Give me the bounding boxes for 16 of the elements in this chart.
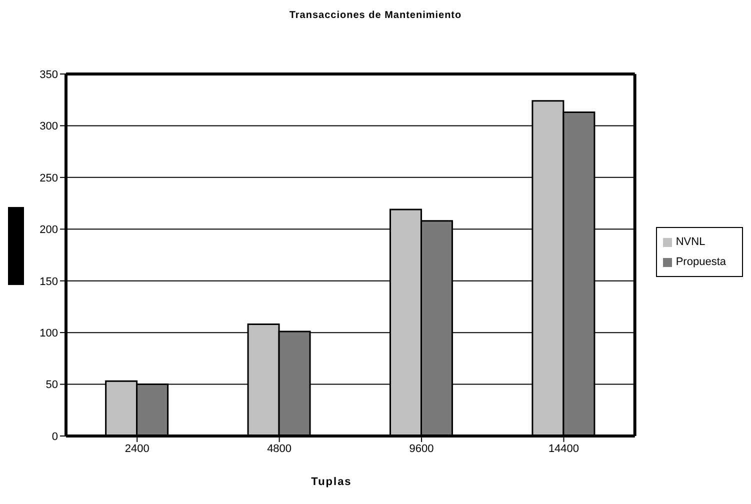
y-tick-label: 0 [52,430,58,443]
y-tick-label: 150 [40,276,58,288]
x-axis-title: Tuplas [310,476,353,488]
y-tick-label: 250 [40,172,58,184]
x-tick-label: 14400 [548,442,580,455]
x-tick-label: 4800 [267,442,292,455]
y-tick-label: 100 [40,327,58,340]
y-tick-label: 300 [40,120,58,133]
x-tick-label: 9600 [409,442,434,455]
chart-title: Transacciones de Mantenimiento [288,10,463,21]
y-tick-label: 350 [40,68,58,81]
y-tick-label: 50 [46,379,58,392]
legend-label: NVNL [676,236,706,248]
legend-label: Propuesta [676,256,726,268]
x-tick-label: 2400 [124,442,150,455]
y-tick-label: 200 [40,224,58,236]
